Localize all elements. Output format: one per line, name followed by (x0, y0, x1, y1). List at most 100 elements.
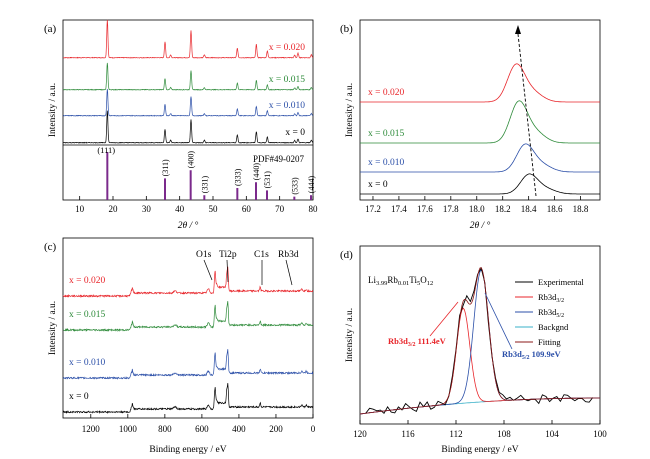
panel-c-xticks: 1200 1000 800 600 400 200 0 (82, 414, 316, 434)
c-xtick-label-800: 800 (158, 424, 172, 434)
panel-b-xticks: 17.2 17.4 17.6 17.8 18.0 18.2 18.4 18.6 18.8 (365, 196, 589, 214)
hkl-label-531: (531) (263, 171, 272, 189)
c-annotation-arrow-ti2p (226, 259, 229, 283)
panel-d-title: Li3.99Rb0.01Ti5O12 (368, 275, 433, 287)
c-xtick-label-1200: 1200 (82, 424, 101, 434)
d-legend-label-fitting: Fitting (538, 337, 561, 347)
reference-label: PDF#49-0207 (253, 154, 305, 164)
series-line-x-0-020 (63, 19, 314, 59)
hkl-label-311: (311) (161, 159, 170, 176)
panel-b-frame (359, 19, 601, 201)
hkl-label-111: (111) (97, 145, 115, 155)
b-series-label-x-0-015: x = 0.015 (368, 129, 404, 139)
b-series-line-x-0 (360, 173, 600, 195)
d-xtick-label-116: 116 (401, 429, 415, 439)
xtick-label-70: 70 (275, 204, 285, 214)
panel-a-reference: (111) (311) (400) (331) (333) (440) (531) (533)… (97, 145, 316, 200)
panel-b-series: x = 0.020 x = 0.015 x = 0.010 x = 0 (360, 63, 600, 195)
panel-a-xticks: 10 20 30 40 50 60 70 80 (75, 196, 318, 214)
d-experimental-line (365, 266, 594, 415)
d-xtick-label-104: 104 (545, 429, 559, 439)
panel-a-frame (62, 19, 314, 201)
c-xtick-label-1000: 1000 (119, 424, 138, 434)
panel-b: (b) x = 0.020 x = 0.015 x = 0.010 x = 0 17.… (340, 19, 601, 231)
panel-c-series: x = 0.020 x = 0.015 x = 0.010 x = 0 (62, 266, 314, 414)
c-series-line-x-0 (62, 382, 314, 414)
panel-d-legend: Experimental Rb3d3/2 Rb3d5/2 Backgnd Fitting (515, 277, 584, 347)
d-annotation-rb3d32: Rb3d3/2 111.4eV (388, 336, 447, 348)
panel-d-frame (359, 245, 601, 425)
c-xtick-label-0: 0 (311, 424, 316, 434)
panel-c-label: (c) (44, 241, 57, 253)
panel-c-ylabel: Intensity / a.u. (48, 301, 58, 355)
series-label-x-0: x = 0 (285, 128, 305, 138)
panel-a-xlabel: 2θ / ° (178, 220, 199, 231)
panel-b-label: (b) (340, 23, 353, 35)
b-series-label-x-0: x = 0 (368, 180, 388, 190)
series-label-x-0-015: x = 0.015 (269, 75, 305, 85)
series-line-x-0-010 (62, 88, 314, 117)
series-line-x-0-015 (62, 62, 314, 91)
c-xtick-label-200: 200 (269, 424, 283, 434)
c-annotation-rb3d: Rb3d (278, 250, 299, 260)
b-xtick-label-18.8: 18.8 (573, 204, 589, 214)
hkl-label-440: (440) (252, 163, 261, 181)
shift-arrow-head (515, 25, 521, 34)
panel-a-ylabel: Intensity / a.u. (48, 83, 58, 137)
hkl-label-333: (333) (233, 168, 242, 186)
b-series-line-x-0-020 (360, 63, 600, 103)
d-legend-label-experimental: Experimental (538, 277, 584, 287)
panel-d-ylabel: Intensity / a.u. (345, 308, 355, 362)
xtick-label-80: 80 (309, 204, 319, 214)
b-xtick-label-18.6: 18.6 (547, 204, 563, 214)
c-annotation-o1s: O1s (196, 250, 212, 260)
d-xtick-label-100: 100 (593, 429, 607, 439)
c-annotation-arrow-rb3d (285, 259, 293, 286)
hkl-label-444: (444) (307, 176, 316, 194)
d-annotation-rb3d32-arrow (429, 301, 459, 337)
d-annotation-rb3d52-arrow (484, 292, 513, 350)
b-xtick-label-18.2: 18.2 (495, 204, 511, 214)
d-legend-label-rb3d3-2: Rb3d3/2 (538, 292, 564, 304)
c-series-line-x-0-015 (62, 301, 313, 333)
d-xtick-label-112: 112 (449, 429, 462, 439)
panel-d-annotations: Rb3d3/2 111.4eV Rb3d5/2 109.9eV (388, 292, 562, 361)
b-xtick-label-17.6: 17.6 (417, 204, 433, 214)
c-series-label-x-0-015: x = 0.015 (69, 310, 105, 320)
hkl-label-533: (533) (290, 177, 299, 195)
b-series-line-x-0-015 (360, 100, 600, 144)
b-series-line-x-0-010 (360, 143, 600, 173)
c-xtick-label-600: 600 (195, 424, 209, 434)
panel-c-xlabel: Binding energy / eV (149, 445, 226, 455)
panel-d-xlabel: Binding energy / eV (441, 445, 518, 455)
xtick-label-60: 60 (242, 204, 252, 214)
c-annotation-c1s: C1s (254, 250, 269, 260)
xtick-label-50: 50 (209, 204, 219, 214)
xtick-label-40: 40 (175, 204, 185, 214)
series-line-x-0 (62, 110, 314, 144)
c-series-label-x-0-020: x = 0.020 (69, 276, 105, 286)
panel-d: (d) 120 116 112 108 104 100 Li3.99Rb0.01Ti5O1… (340, 245, 607, 455)
series-label-x-0-010: x = 0.010 (269, 101, 305, 111)
panel-c-annotations: O1s Ti2p C1s Rb3d (196, 250, 299, 286)
d-xtick-label-108: 108 (497, 429, 511, 439)
hkl-label-400: (400) (187, 151, 196, 169)
b-xtick-label-17.4: 17.4 (391, 204, 407, 214)
c-annotation-ti2p: Ti2p (219, 250, 237, 260)
c-series-line-x-0-010 (62, 349, 314, 380)
xtick-label-30: 30 (142, 204, 152, 214)
b-series-label-x-0-010: x = 0.010 (368, 158, 404, 168)
panel-a-series: x = 0.020 x = 0.015 x = 0.010 x = 0 (62, 19, 314, 144)
xtick-label-20: 20 (109, 204, 119, 214)
panel-c-frame (62, 237, 314, 419)
c-xtick-label-400: 400 (232, 424, 246, 434)
panel-c: (c) x = 0.020 x = 0.015 x = 0.010 x = 0 120… (44, 237, 316, 455)
b-xtick-label-17.2: 17.2 (365, 204, 381, 214)
series-label-x-0-020: x = 0.020 (269, 43, 305, 53)
c-series-label-x-0: x = 0 (69, 392, 89, 402)
b-xtick-label-18: 18.0 (469, 204, 485, 214)
d-legend-label-backgnd: Backgnd (538, 322, 569, 332)
panel-b-ylabel: Intensity / a.u. (345, 83, 355, 137)
c-annotation-arrow-o1s (203, 259, 213, 281)
